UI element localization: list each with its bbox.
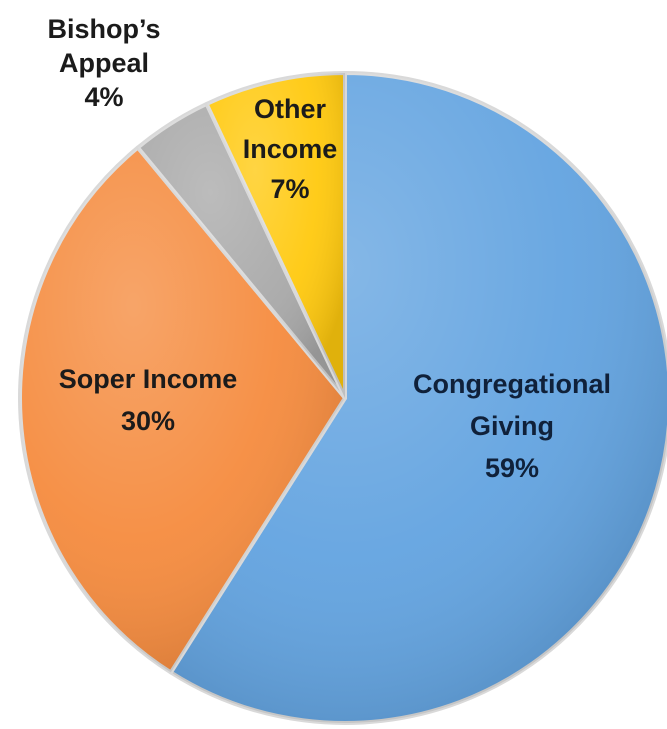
pie-label-other-income: Other Income 7%: [243, 94, 338, 204]
pie-label-name: Income: [243, 134, 338, 164]
pie-label-name: Congregational: [413, 369, 611, 399]
pie-label-name: Soper Income: [59, 364, 238, 394]
pie-labels: Congregational Giving 59% Soper Income 30% Bi…: [47, 14, 611, 483]
pie-slices: [18, 71, 667, 725]
pie-label-percent: 59%: [485, 453, 539, 483]
pie-slice-shading: [19, 147, 346, 673]
pie-label-percent: 30%: [121, 406, 175, 436]
pie-slice-shading: [137, 103, 345, 398]
pie-label-name: Other: [254, 94, 327, 124]
pie-label-name: Bishop’s: [47, 14, 160, 44]
pie-label-name: Giving: [470, 411, 554, 441]
pie-label-percent: 7%: [270, 174, 309, 204]
pie-label-bishop-s-appeal: Bishop’s Appeal 4%: [47, 14, 160, 112]
pie-slice-shading: [206, 73, 345, 398]
pie-label-congregational-giving: Congregational Giving 59%: [413, 369, 611, 483]
pie-label-percent: 4%: [84, 82, 123, 112]
pie-label-soper-income: Soper Income 30%: [59, 364, 238, 436]
pie-label-name: Appeal: [59, 48, 149, 78]
pie-slice-shading: [170, 73, 667, 723]
